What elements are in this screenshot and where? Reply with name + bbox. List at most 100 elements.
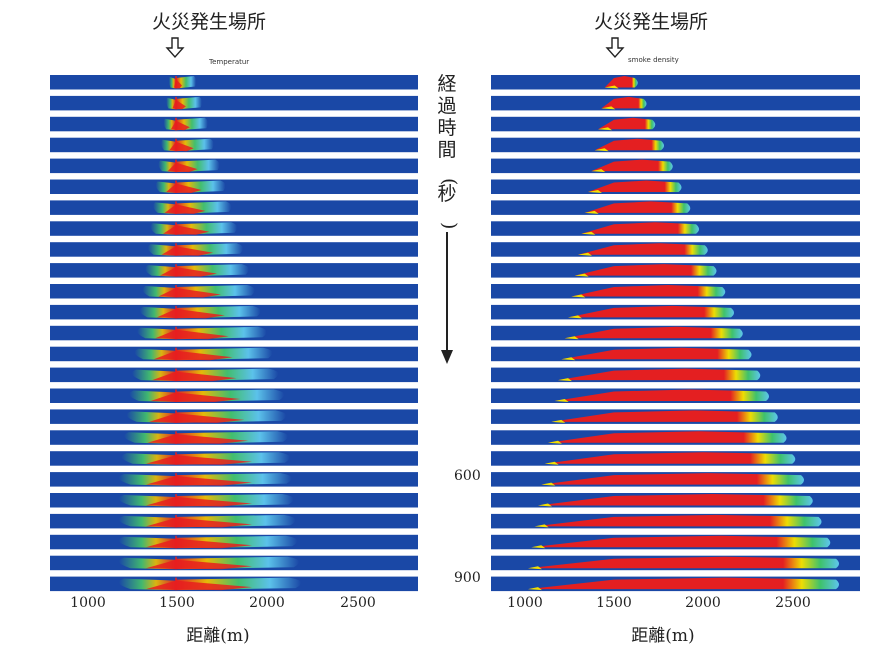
hot-core — [149, 413, 245, 423]
x-axis-left: 1000 1500 2000 2500 距離(m) — [70, 595, 376, 646]
hot-core — [146, 497, 252, 507]
hot-core — [158, 288, 221, 298]
time-axis-label: 経過時間 (秒) — [437, 73, 460, 229]
temperature-band — [50, 346, 418, 362]
x-tick-label: 1000 — [507, 595, 543, 611]
temperature-band — [50, 284, 418, 299]
time-mark-600: 600 — [454, 468, 481, 484]
hot-core — [155, 329, 229, 340]
temperature-band — [50, 576, 418, 592]
smoke-plume — [528, 577, 839, 590]
temperature-band — [50, 430, 418, 445]
time-axis-label-char: 過 — [437, 95, 456, 117]
temperature-band — [50, 304, 418, 320]
smoke-tail — [531, 545, 546, 549]
smoke-plume — [564, 326, 743, 339]
temperature-band — [50, 388, 418, 403]
temperature-band — [50, 325, 418, 341]
band-background — [491, 137, 860, 153]
hot-core — [146, 476, 252, 486]
smoke-tail — [528, 587, 542, 591]
smoke-tail — [561, 357, 576, 361]
band-background — [50, 75, 418, 90]
smoke-plume — [601, 96, 647, 109]
smoke-plume — [551, 410, 778, 422]
fire-location-label-right: 火災発生場所 — [594, 11, 708, 33]
hot-core — [146, 538, 252, 549]
down-arrow-icon — [605, 37, 625, 59]
temperature-band — [50, 158, 418, 174]
smoke-tail — [538, 503, 552, 507]
smoke-band — [491, 472, 860, 487]
smoke-tail — [554, 399, 569, 402]
inner-title-right: smoke density — [628, 56, 679, 64]
time-axis: 経過時間 (秒) 600 900 — [437, 73, 480, 586]
smoke-plume — [554, 389, 769, 401]
x-tick-label: 2500 — [340, 595, 376, 611]
smoke-band — [491, 367, 860, 383]
smoke-plume — [534, 514, 822, 527]
temperature-band — [50, 75, 418, 90]
hot-core — [146, 517, 252, 528]
temperature-band — [50, 409, 418, 424]
smoke-tail — [558, 378, 572, 382]
temperature-band — [50, 451, 418, 466]
smoke-band — [491, 242, 860, 257]
temperature-band — [50, 137, 418, 153]
hot-core — [153, 350, 233, 361]
temperature-band — [50, 116, 418, 132]
smoke-band — [491, 158, 860, 174]
smoke-plume — [578, 243, 708, 255]
time-axis-label-char: ) — [438, 222, 460, 229]
temperature-band — [50, 200, 418, 215]
x-axis-right: 1000 1500 2000 2500 距離(m) — [507, 595, 811, 646]
smoke-band — [491, 430, 860, 445]
time-axis-label-char: ( — [438, 178, 460, 185]
smoke-tail — [601, 106, 616, 110]
hot-core — [146, 559, 252, 570]
temperature-band — [50, 472, 418, 487]
smoke-tail — [574, 273, 589, 277]
time-axis-label-char: 時 — [437, 117, 456, 139]
band-background — [491, 116, 860, 132]
smoke-tail — [584, 210, 599, 214]
hot-core — [146, 455, 252, 465]
smoke-plume — [528, 556, 839, 569]
temperature-band — [50, 534, 418, 550]
smoke-plume — [568, 305, 734, 318]
smoke-tail — [578, 252, 592, 256]
temperature-band — [50, 367, 418, 383]
smoke-band — [491, 116, 860, 132]
down-arrow-icon — [165, 37, 185, 59]
hot-core — [160, 267, 217, 277]
temperature-band — [50, 95, 418, 111]
smoke-band — [491, 409, 860, 424]
smoke-band — [491, 513, 860, 529]
hot-core — [150, 392, 241, 402]
temperature-band — [50, 221, 418, 236]
smoke-tail — [598, 127, 612, 131]
temperature-band — [50, 242, 418, 257]
smoke-band — [491, 346, 860, 362]
smoke-band — [491, 555, 860, 571]
temperature-band — [50, 555, 418, 571]
smoke-plume — [544, 452, 796, 464]
x-tick-label: 2000 — [249, 595, 285, 611]
fire-location-label-left: 火災発生場所 — [152, 11, 266, 33]
hot-core — [163, 225, 210, 235]
hot-core — [164, 204, 206, 214]
smoke-plume — [571, 285, 726, 297]
smoke-plume — [594, 138, 664, 151]
hot-core — [152, 371, 237, 382]
temperature-band — [50, 263, 418, 278]
x-tick-label: 1500 — [159, 595, 195, 611]
smoke-band — [491, 304, 860, 320]
smoke-band — [491, 451, 860, 466]
smoke-band — [491, 534, 860, 550]
time-axis-label-char: 秒 — [437, 183, 456, 205]
smoke-plume — [598, 117, 656, 130]
hot-core — [146, 580, 252, 591]
temperature-band — [50, 513, 418, 529]
